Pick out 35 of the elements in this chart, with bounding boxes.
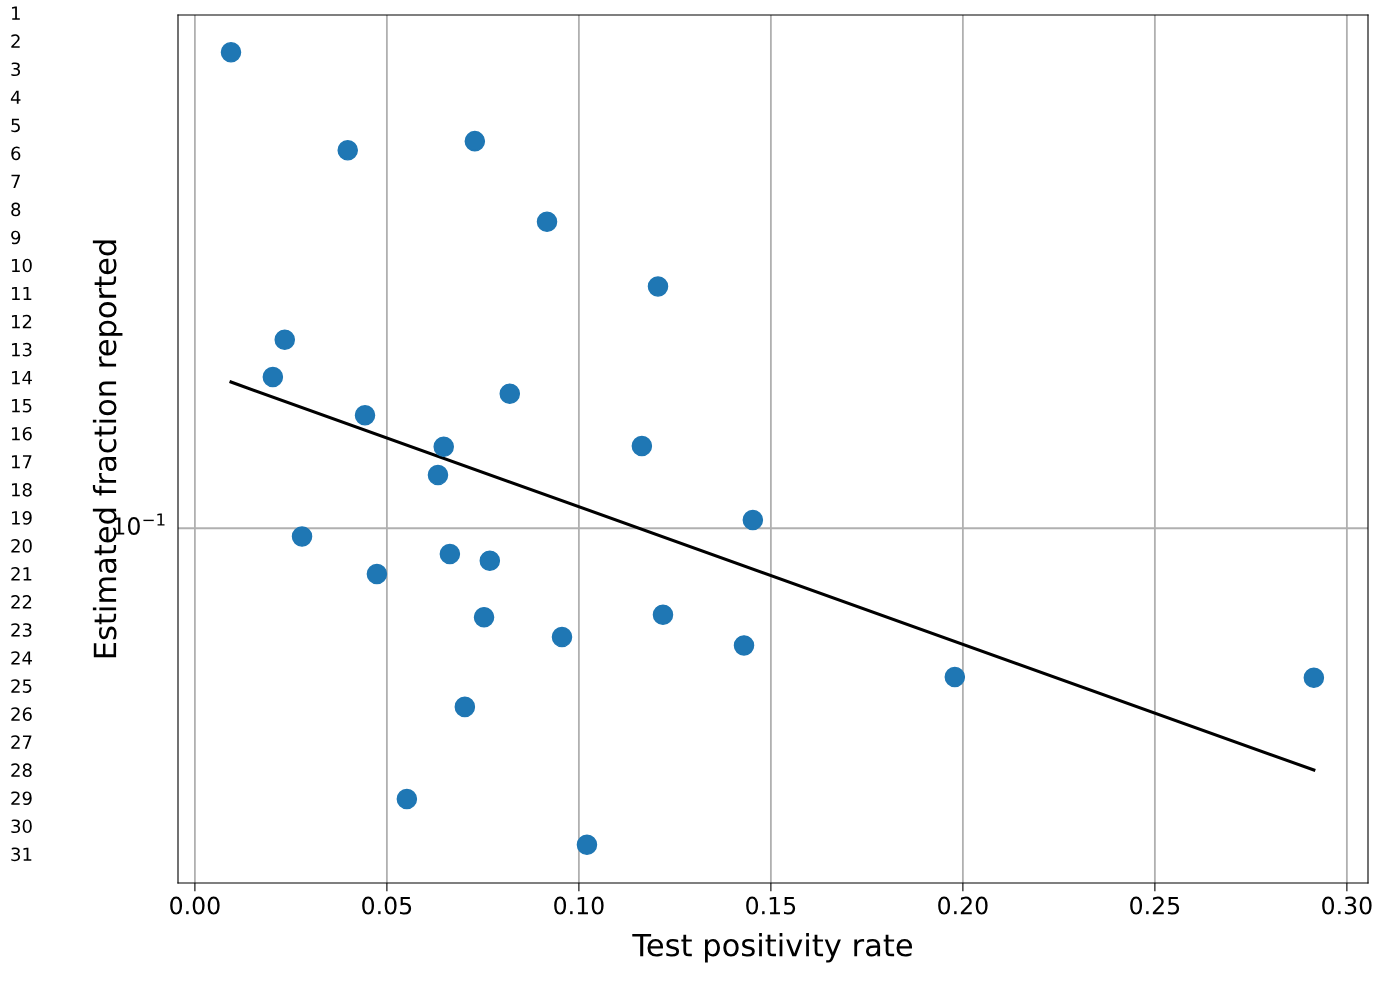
point <box>652 604 674 625</box>
point <box>291 526 313 547</box>
point <box>274 329 296 350</box>
x-tick-label: 0.05 <box>362 896 412 915</box>
point <box>576 834 598 856</box>
point <box>473 606 495 628</box>
x-tick-label: 0.00 <box>170 896 220 915</box>
x-tick-label: 0.25 <box>1130 896 1180 915</box>
point <box>439 543 461 565</box>
point <box>733 635 755 656</box>
point <box>433 436 454 458</box>
point <box>354 405 376 426</box>
text: 1 2 3 4 5 6 7 8 9 10 11 12 13 14 15 16 17 18 19 20 21 22 23 24 25 26 27 28 29 30 31 <box>10 6 32 862</box>
point <box>551 626 573 648</box>
x-tick-label: 0.10 <box>554 896 604 915</box>
point <box>647 276 669 297</box>
x-axis-title: Test positivity rate <box>632 932 913 963</box>
point <box>337 140 358 161</box>
point <box>1303 667 1325 689</box>
point <box>536 211 558 232</box>
point <box>366 563 388 585</box>
x-tick-label: 0.30 <box>1322 896 1372 915</box>
point <box>944 666 966 688</box>
point <box>220 41 242 63</box>
point <box>464 130 486 152</box>
x-tick-label: 0.15 <box>746 896 796 915</box>
x-tick-label: 0.20 <box>938 896 988 915</box>
point <box>742 509 764 531</box>
point <box>396 788 418 810</box>
point <box>479 550 501 571</box>
point <box>631 435 653 457</box>
point <box>454 696 476 718</box>
point <box>499 383 521 404</box>
point <box>262 366 284 388</box>
point <box>427 464 449 486</box>
